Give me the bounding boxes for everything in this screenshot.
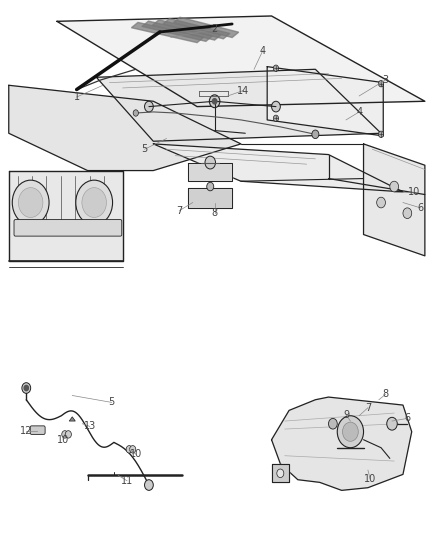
Circle shape bbox=[272, 101, 280, 112]
Circle shape bbox=[378, 80, 384, 87]
Text: 5: 5 bbox=[109, 398, 115, 407]
Text: 12: 12 bbox=[20, 426, 32, 435]
Circle shape bbox=[65, 431, 71, 438]
Polygon shape bbox=[163, 19, 230, 39]
Circle shape bbox=[209, 95, 220, 108]
Circle shape bbox=[277, 469, 284, 478]
Polygon shape bbox=[152, 20, 221, 40]
Circle shape bbox=[387, 417, 397, 430]
Circle shape bbox=[273, 65, 279, 71]
Circle shape bbox=[126, 446, 132, 453]
Text: 6: 6 bbox=[404, 414, 410, 423]
Circle shape bbox=[312, 130, 319, 139]
Polygon shape bbox=[57, 16, 425, 107]
Circle shape bbox=[205, 156, 215, 169]
Polygon shape bbox=[173, 17, 239, 37]
Text: 10: 10 bbox=[408, 187, 420, 197]
Polygon shape bbox=[69, 417, 75, 421]
Circle shape bbox=[12, 180, 49, 225]
Circle shape bbox=[145, 480, 153, 490]
Circle shape bbox=[24, 385, 28, 391]
Text: 10: 10 bbox=[57, 435, 70, 445]
Text: 10: 10 bbox=[364, 474, 376, 483]
Text: 8: 8 bbox=[212, 208, 218, 218]
Circle shape bbox=[328, 418, 337, 429]
Text: 5: 5 bbox=[141, 144, 148, 154]
Polygon shape bbox=[153, 144, 403, 192]
FancyBboxPatch shape bbox=[30, 426, 45, 434]
Text: 10: 10 bbox=[130, 449, 142, 459]
Circle shape bbox=[390, 181, 399, 192]
Text: 13: 13 bbox=[84, 422, 96, 431]
Circle shape bbox=[145, 101, 153, 112]
Circle shape bbox=[403, 208, 412, 219]
Circle shape bbox=[273, 115, 279, 122]
Text: 14: 14 bbox=[237, 86, 249, 95]
Text: 7: 7 bbox=[365, 403, 371, 413]
Polygon shape bbox=[96, 69, 381, 141]
Polygon shape bbox=[272, 464, 289, 482]
Circle shape bbox=[207, 182, 214, 191]
Text: 1: 1 bbox=[74, 92, 80, 102]
Text: 4: 4 bbox=[356, 107, 362, 117]
Circle shape bbox=[343, 422, 358, 441]
Polygon shape bbox=[188, 188, 232, 208]
Text: 3: 3 bbox=[382, 75, 389, 85]
Circle shape bbox=[212, 99, 217, 104]
Circle shape bbox=[76, 180, 113, 225]
Polygon shape bbox=[188, 163, 232, 181]
Text: 4: 4 bbox=[260, 46, 266, 55]
Text: 6: 6 bbox=[417, 203, 424, 213]
Polygon shape bbox=[131, 22, 204, 43]
Circle shape bbox=[378, 131, 384, 138]
Polygon shape bbox=[9, 85, 241, 171]
Circle shape bbox=[22, 383, 31, 393]
Circle shape bbox=[130, 446, 136, 453]
Polygon shape bbox=[364, 144, 425, 256]
Text: 11: 11 bbox=[121, 476, 133, 486]
Polygon shape bbox=[142, 21, 212, 42]
FancyBboxPatch shape bbox=[14, 220, 122, 236]
Circle shape bbox=[82, 188, 106, 217]
Polygon shape bbox=[9, 171, 123, 261]
Text: 2: 2 bbox=[212, 25, 218, 34]
Circle shape bbox=[133, 110, 138, 116]
Circle shape bbox=[337, 416, 364, 448]
Text: 8: 8 bbox=[382, 390, 389, 399]
Circle shape bbox=[18, 188, 43, 217]
Circle shape bbox=[62, 431, 68, 438]
Polygon shape bbox=[267, 67, 383, 136]
Polygon shape bbox=[272, 397, 412, 490]
Circle shape bbox=[377, 197, 385, 208]
Text: 7: 7 bbox=[177, 206, 183, 215]
Text: 9: 9 bbox=[343, 410, 349, 419]
